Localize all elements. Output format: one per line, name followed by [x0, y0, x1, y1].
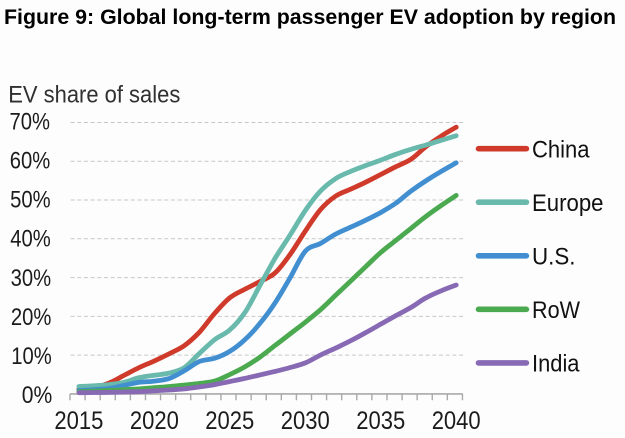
svg-text:2040: 2040: [432, 407, 481, 435]
svg-text:60%: 60%: [10, 147, 51, 174]
svg-text:2025: 2025: [205, 407, 254, 435]
svg-text:Figure 9: Global long-term pas: Figure 9: Global long-term passenger EV …: [4, 6, 616, 29]
svg-text:EV share of sales: EV share of sales: [8, 82, 180, 109]
svg-text:40%: 40%: [10, 226, 51, 253]
svg-text:20%: 20%: [11, 304, 52, 331]
svg-text:Europe: Europe: [532, 190, 604, 217]
svg-text:U.S.: U.S.: [532, 244, 576, 271]
svg-text:10%: 10%: [11, 343, 52, 370]
svg-text:50%: 50%: [10, 187, 51, 214]
svg-text:RoW: RoW: [532, 297, 581, 324]
svg-text:2030: 2030: [281, 407, 330, 435]
svg-text:70%: 70%: [10, 108, 51, 135]
svg-text:China: China: [532, 137, 590, 164]
svg-text:2015: 2015: [54, 407, 103, 435]
svg-text:2035: 2035: [356, 407, 405, 435]
svg-text:30%: 30%: [11, 265, 52, 292]
svg-text:0%: 0%: [22, 382, 53, 409]
svg-text:India: India: [532, 351, 580, 378]
svg-text:2020: 2020: [130, 407, 179, 435]
